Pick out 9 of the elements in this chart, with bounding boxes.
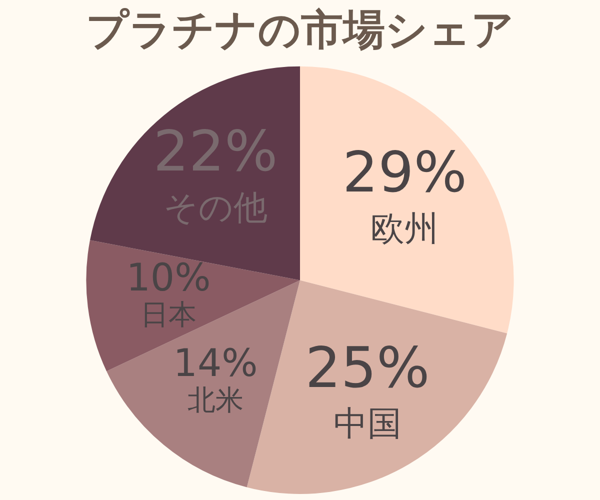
chart-title: プラチナの市場シェア xyxy=(86,5,514,54)
data-label: 25% xyxy=(305,336,430,401)
slice-label: 日本 xyxy=(140,298,196,332)
data-label: 29% xyxy=(342,140,467,206)
data-label: 14% xyxy=(173,341,258,386)
slice-label: 中国 xyxy=(333,404,402,444)
slice-label: 欧州 xyxy=(370,208,439,249)
data-label: 10% xyxy=(126,256,211,300)
slice-label: 北米 xyxy=(188,384,244,417)
